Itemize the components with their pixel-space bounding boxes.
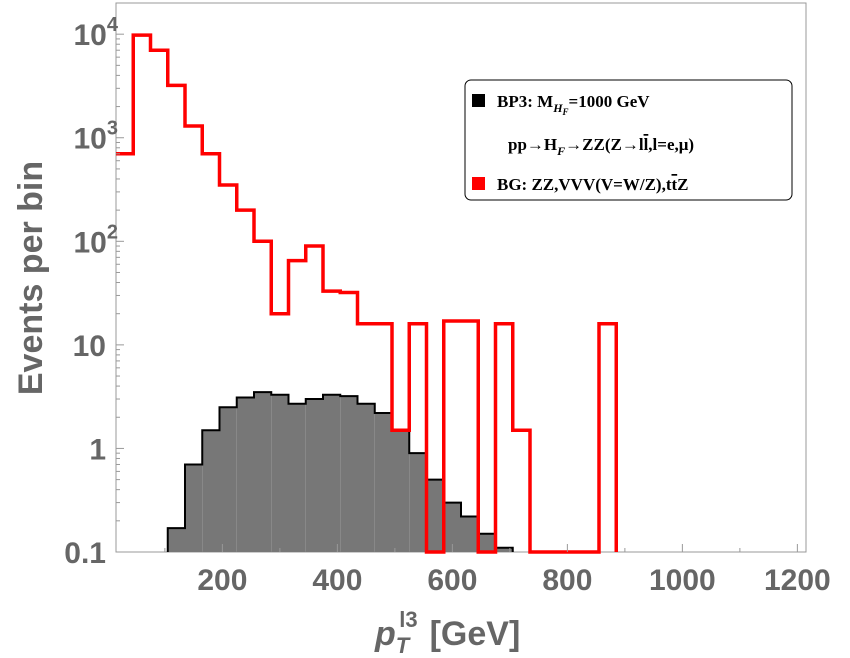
bp3-histogram xyxy=(166,391,514,552)
legend-process-start: pp→H xyxy=(508,135,557,154)
bp3-bar xyxy=(392,430,410,552)
legend-process-sub: F xyxy=(556,144,565,158)
x-axis-title: pTl3 [GeV] xyxy=(374,607,520,658)
legend: BP3: MHF=1000 GeV pp→HF→ZZ(Z→ll,l=e,μ) B… xyxy=(464,79,793,201)
bp3-bar xyxy=(357,403,375,552)
legend-process-end: ,l=e,μ) xyxy=(648,135,694,154)
bp3-bar xyxy=(461,516,479,552)
bp3-outline xyxy=(166,391,514,552)
x-tick-label: 400 xyxy=(312,564,362,597)
bp3-bar xyxy=(443,502,461,552)
legend-bp3-line1: BP3: MHF=1000 GeV xyxy=(497,92,650,117)
bp3-bar xyxy=(374,412,392,552)
bp3-bar xyxy=(236,397,254,552)
legend-bp3-label: BP3: M xyxy=(497,92,553,111)
bp3-bar xyxy=(478,533,496,552)
x-tick-label: 1000 xyxy=(649,564,716,597)
bp3-bar xyxy=(305,399,323,552)
bp3-bar xyxy=(426,479,444,552)
y-axis-title: Events per bin xyxy=(12,161,50,395)
y-tick-label: 1 xyxy=(89,433,106,466)
y-tick-label: 104 xyxy=(74,14,119,52)
x-ticks: 200 400 600 800 1000 1200 xyxy=(164,544,831,597)
x-tick-label: 800 xyxy=(542,564,592,597)
y-ticks: 0.1 1 10 102 103 104 xyxy=(64,2,124,570)
x-tick-label: 1200 xyxy=(764,564,831,597)
legend-bg-label: BG: ZZ,VVV(V=W/Z),t xyxy=(497,175,672,194)
legend-bp3-sub: H xyxy=(552,101,563,115)
legend-bg-line: BG: ZZ,VVV(V=W/Z),ttZ xyxy=(497,175,689,194)
bp3-bar xyxy=(219,407,237,552)
bp3-bar xyxy=(323,394,341,552)
bp3-bar xyxy=(167,528,185,552)
legend-bg-end: Z xyxy=(677,175,688,194)
bp3-bar xyxy=(185,464,203,552)
bp3-bar xyxy=(254,392,272,552)
legend-box xyxy=(464,79,793,201)
y-tick-label: 103 xyxy=(74,118,119,156)
y-tick-label: 102 xyxy=(74,221,119,259)
bp3-bar xyxy=(340,396,358,552)
y-tick-label: 10 xyxy=(73,330,106,363)
bp3-bar xyxy=(288,403,306,552)
legend-process-lbar: l xyxy=(644,135,649,154)
legend-bp3-subsub: F xyxy=(562,107,569,117)
y-tick-label: 0.1 xyxy=(64,537,106,570)
x-tick-label: 600 xyxy=(427,564,477,597)
x-tick-label: 200 xyxy=(197,564,247,597)
x-axis-title-unit: [GeV] xyxy=(430,615,521,653)
bg-outline xyxy=(116,33,618,554)
legend-bp3-mass: =1000 GeV xyxy=(569,92,651,111)
legend-process-mid: →ZZ(Z→l xyxy=(565,135,644,154)
bp3-bar xyxy=(271,394,289,552)
bp3-bar xyxy=(409,453,427,552)
x-axis-title-main: p xyxy=(374,615,396,653)
x-axis-title-sup: l3 xyxy=(399,607,417,632)
legend-bp3-line2: pp→HF→ZZ(Z→ll,l=e,μ) xyxy=(508,135,694,158)
bp3-bar xyxy=(202,430,220,552)
bp3-bar xyxy=(495,547,513,552)
legend-bg-tbar: t xyxy=(672,175,678,194)
x-axis-title-sub: T xyxy=(396,633,411,658)
bg-histogram xyxy=(116,33,618,554)
legend-swatch-bp3 xyxy=(472,94,485,107)
legend-swatch-bg xyxy=(472,177,485,190)
